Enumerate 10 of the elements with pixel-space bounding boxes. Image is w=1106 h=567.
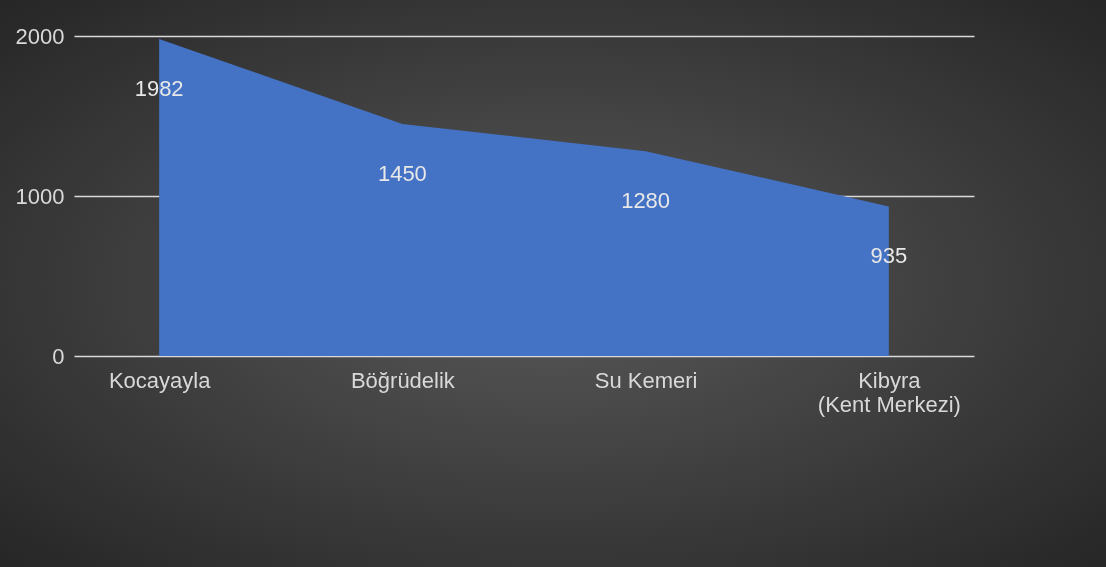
data-label: 1450 bbox=[377, 161, 427, 186]
y-tick-label: 1000 bbox=[15, 183, 65, 209]
y-tick-label: 2000 bbox=[15, 23, 65, 49]
x-tick-label: Su Kemeri bbox=[594, 367, 698, 393]
data-label: 1280 bbox=[621, 188, 671, 214]
x-tick-label: Böğrüdelik bbox=[350, 367, 456, 393]
y-tick-label: 0 bbox=[52, 343, 65, 369]
data-label: 935 bbox=[870, 243, 908, 269]
x-tick-label: Kibyra (Kent Merkezi) bbox=[817, 367, 961, 417]
x-tick-label: Kocayayla bbox=[108, 367, 212, 393]
